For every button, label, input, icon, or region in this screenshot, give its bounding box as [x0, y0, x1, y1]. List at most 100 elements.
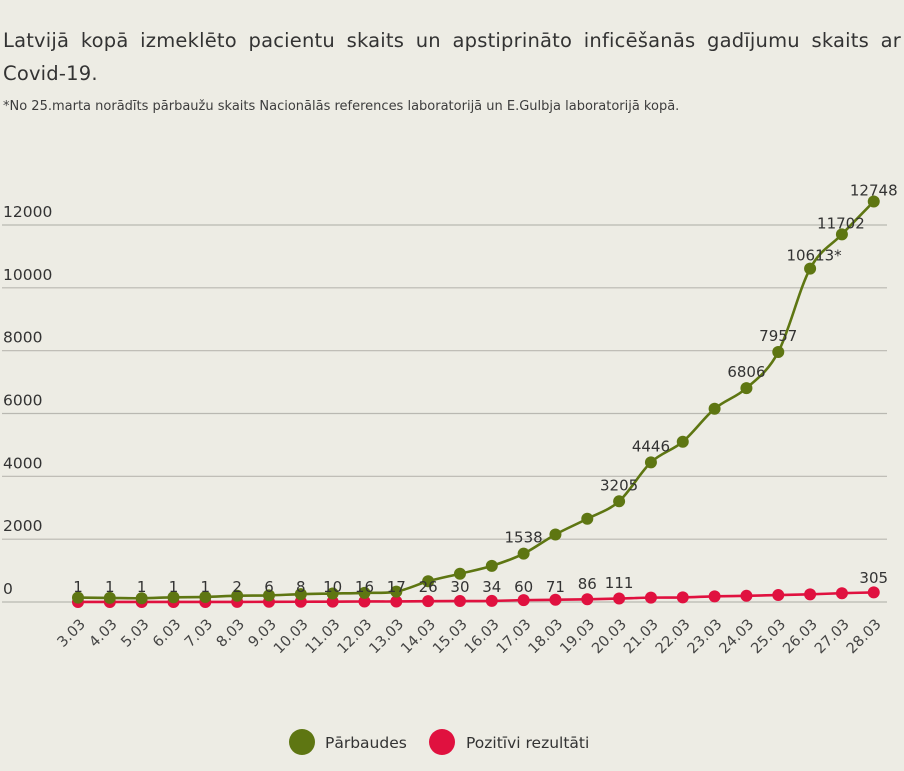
pozitivi-data-label: 1 [105, 578, 115, 596]
pozitivi-data-label: 1 [169, 578, 179, 596]
x-tick-label: 3.03 [55, 617, 89, 651]
parbaudes-point [581, 512, 594, 525]
legend-parbaudes-label: Pārbaudes [325, 734, 407, 752]
x-tick-label: 23.03 [685, 617, 726, 658]
parbaudes-point [199, 590, 212, 603]
x-tick-label: 16.03 [462, 617, 503, 658]
x-tick-label: 4.03 [87, 617, 121, 651]
x-tick-label: 22.03 [653, 617, 694, 658]
parbaudes-point [708, 402, 721, 415]
y-tick-label: 0 [3, 580, 13, 598]
pozitivi-data-label: 2 [232, 578, 242, 596]
y-tick-label: 2000 [3, 517, 42, 535]
x-tick-label: 19.03 [557, 617, 598, 658]
pozitivi-data-label: 16 [355, 578, 374, 596]
pozitivi-data-label: 17 [387, 578, 406, 596]
pozitivi-point [390, 595, 403, 608]
parbaudes-point [390, 585, 403, 598]
x-tick-label: 24.03 [717, 617, 758, 658]
legend-pozitivi-marker [429, 729, 455, 755]
parbaudes-point [517, 547, 530, 560]
x-tick-label: 6.03 [150, 617, 184, 651]
pozitivi-point [644, 591, 657, 604]
pozitivi-data-label: 30 [450, 578, 469, 596]
pozitivi-point [549, 593, 562, 606]
y-tick-label: 12000 [3, 203, 52, 221]
pozitivi-point [358, 595, 371, 608]
pozitivi-data-label: 71 [546, 578, 565, 596]
pozitivi-data-label: 1 [137, 578, 147, 596]
x-tick-label: 11.03 [303, 617, 344, 658]
x-tick-label: 17.03 [494, 617, 535, 658]
legend-parbaudes-marker [289, 729, 315, 755]
x-tick-label: 27.03 [812, 617, 853, 658]
pozitivi-point [772, 589, 785, 602]
parbaudes-data-label: 1538 [505, 529, 543, 547]
y-tick-label: 4000 [3, 454, 42, 472]
pozitivi-data-label: 60 [514, 578, 533, 596]
pozitivi-data-label: 86 [578, 575, 597, 593]
pozitivi-data-label: 305 [859, 569, 888, 587]
pozitivi-data-label: 8 [296, 578, 306, 596]
x-tick-label: 18.03 [526, 617, 567, 658]
pozitivi-data-label: 111 [605, 574, 634, 592]
parbaudes-data-label: 11702 [817, 214, 865, 232]
parbaudes-point [422, 575, 435, 588]
parbaudes-point [231, 589, 244, 602]
parbaudes-point [613, 495, 626, 508]
pozitivi-point [422, 595, 435, 608]
parbaudes-point [772, 346, 785, 359]
parbaudes-point [453, 567, 466, 580]
parbaudes-data-label: 4446 [632, 437, 670, 455]
pozitivi-data-label: 6 [264, 578, 274, 596]
x-tick-label: 13.03 [366, 617, 407, 658]
pozitivi-point [453, 595, 466, 608]
pozitivi-point [867, 586, 880, 599]
pozitivi-data-label: 10 [323, 578, 342, 596]
pozitivi-point [485, 594, 498, 607]
x-tick-label: 26.03 [780, 617, 821, 658]
parbaudes-point [262, 589, 275, 602]
parbaudes-point [326, 587, 339, 600]
pozitivi-data-label: 1 [201, 578, 211, 596]
parbaudes-point [103, 591, 116, 604]
x-tick-label: 20.03 [589, 617, 630, 658]
x-tick-label: 8.03 [214, 617, 248, 651]
parbaudes-point [135, 592, 148, 605]
y-tick-label: 8000 [3, 329, 42, 347]
x-tick-label: 28.03 [844, 617, 885, 658]
parbaudes-point [294, 588, 307, 601]
pozitivi-point [517, 594, 530, 607]
pozitivi-point [835, 587, 848, 600]
x-tick-label: 5.03 [118, 617, 152, 651]
parbaudes-point [676, 435, 689, 448]
x-tick-label: 25.03 [748, 617, 789, 658]
parbaudes-data-label: 12748 [850, 182, 898, 200]
pozitivi-point [740, 589, 753, 602]
parbaudes-data-label: 3205 [600, 476, 638, 494]
pozitivi-data-label: 34 [482, 578, 501, 596]
pozitivi-point [804, 588, 817, 601]
pozitivi-data-label: 26 [419, 578, 438, 596]
pozitivi-point [613, 592, 626, 605]
y-tick-label: 10000 [3, 266, 52, 284]
parbaudes-data-label: 7957 [759, 327, 797, 345]
x-tick-label: 12.03 [335, 617, 376, 658]
parbaudes-point [644, 456, 657, 469]
legend-pozitivi-label: Pozitīvi rezultāti [466, 734, 589, 752]
parbaudes-point [358, 586, 371, 599]
pozitivi-point [708, 590, 721, 603]
x-tick-label: 10.03 [271, 617, 312, 658]
chart-footnote: *No 25.marta norādīts pārbaužu skaits Na… [3, 99, 680, 114]
parbaudes-point [167, 591, 180, 604]
pozitivi-point [676, 591, 689, 604]
parbaudes-point [835, 228, 848, 241]
x-tick-label: 14.03 [398, 617, 439, 658]
parbaudes-point [867, 195, 880, 208]
pozitivi-data-label: 1 [73, 578, 83, 596]
chart-title: Latvijā kopā izmeklēto pacientu skaits u… [3, 29, 901, 85]
x-tick-label: 15.03 [430, 617, 471, 658]
parbaudes-point [549, 528, 562, 541]
parbaudes-data-label: 6806 [727, 363, 765, 381]
